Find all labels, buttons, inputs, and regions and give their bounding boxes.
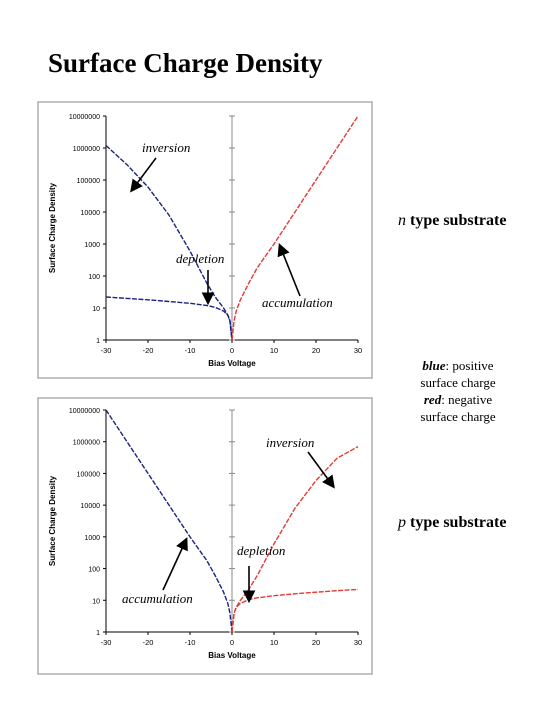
y-tick-label: 10000 [81, 210, 101, 217]
p-type-chart: 110100100010000100000100000010000000-30-… [37, 397, 373, 675]
n-type-text: type substrate [406, 212, 507, 229]
p-type-text: type substrate [406, 514, 507, 531]
x-tick-label: -20 [143, 638, 154, 647]
x-tick-label: -10 [185, 346, 196, 355]
annotation-depletion: depletion [176, 251, 224, 266]
color-legend-note: blue: positive surface charge red: negat… [408, 357, 508, 425]
y-tick-label: 1 [96, 630, 100, 637]
annotation-accumulation: accumulation [122, 591, 193, 606]
y-tick-label: 100000 [77, 178, 100, 185]
x-tick-label: -30 [101, 346, 112, 355]
n-type-prefix: n [398, 212, 406, 229]
n-type-label: n type substrate [398, 212, 506, 230]
x-tick-label: 10 [270, 638, 278, 647]
annotation-inversion: inversion [266, 435, 314, 450]
y-axis-label: Surface Charge Density [48, 182, 57, 273]
chart-frame [37, 101, 373, 379]
y-tick-label: 10000000 [69, 408, 100, 415]
legend-blue-word: blue [422, 358, 446, 373]
annotation-arrow [277, 243, 301, 297]
y-tick-label: 1000000 [73, 146, 100, 153]
annotation-arrow [130, 157, 157, 193]
y-tick-label: 1000 [84, 535, 100, 542]
red-series-line [231, 115, 359, 341]
legend-red-text2: surface charge [420, 409, 496, 424]
n-type-chart: 110100100010000100000100000010000000-30-… [37, 101, 373, 379]
x-axis-label: Bias Voltage [208, 651, 256, 660]
x-tick-label: 20 [312, 346, 320, 355]
annotation-accumulation: accumulation [262, 295, 333, 310]
x-tick-label: 30 [354, 346, 362, 355]
x-axis-label: Bias Voltage [208, 359, 256, 368]
y-tick-label: 1000000 [73, 440, 100, 447]
p-type-prefix: p [398, 514, 406, 531]
x-tick-label: 0 [230, 346, 234, 355]
y-tick-label: 10000000 [69, 114, 100, 121]
y-tick-label: 10000 [81, 503, 101, 510]
x-tick-label: 20 [312, 638, 320, 647]
x-tick-label: 10 [270, 346, 278, 355]
p-type-label: p type substrate [398, 514, 506, 532]
y-tick-label: 100000 [77, 471, 100, 478]
legend-red-text: : negative [441, 392, 493, 407]
x-tick-label: -20 [143, 346, 154, 355]
blue-series-line [105, 409, 233, 633]
y-tick-label: 1 [96, 338, 100, 345]
x-tick-label: -30 [101, 638, 112, 647]
y-tick-label: 10 [92, 598, 100, 605]
y-tick-label: 100 [88, 274, 100, 281]
y-axis-label: Surface Charge Density [48, 475, 57, 566]
legend-blue-text2: surface charge [420, 375, 496, 390]
chart-frame [37, 397, 373, 675]
y-tick-label: 100 [88, 567, 100, 574]
annotation-arrow [162, 537, 188, 591]
red-series-line [231, 588, 359, 633]
annotation-inversion: inversion [142, 140, 190, 155]
page-title: Surface Charge Density [48, 48, 323, 78]
legend-red-word: red [423, 392, 442, 407]
legend-blue-text: : positive [445, 358, 494, 373]
x-tick-label: 30 [354, 638, 362, 647]
x-tick-label: 0 [230, 638, 234, 647]
y-tick-label: 10 [92, 306, 100, 313]
y-tick-label: 1000 [84, 242, 100, 249]
annotation-arrow [307, 451, 335, 489]
x-tick-label: -10 [185, 638, 196, 647]
annotation-depletion: depletion [237, 543, 285, 558]
